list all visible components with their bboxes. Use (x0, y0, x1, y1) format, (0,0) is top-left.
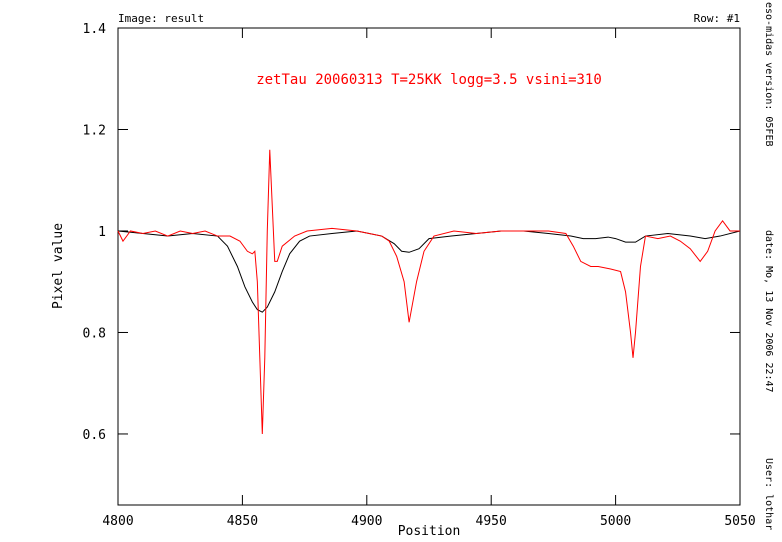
x-tick-label: 4900 (351, 514, 382, 529)
x-tick-label: 4950 (476, 514, 507, 529)
x-tick-label: 4800 (102, 514, 133, 529)
y-tick-label: 1.4 (83, 22, 107, 37)
chart-title: zetTau 20060313 T=25KK logg=3.5 vsini=31… (256, 72, 602, 88)
y-tick-label: 1.2 (83, 123, 106, 138)
side-text: date: Mo, 13 Nov 2006 22:47 (763, 230, 774, 393)
y-tick-label: 0.8 (83, 326, 106, 341)
data-line (117, 149, 740, 434)
side-text: eso-midas version: 05FEB (763, 2, 774, 147)
side-text: User: lothar (763, 458, 774, 530)
x-axis-label: Position (398, 524, 461, 539)
plot-frame (117, 27, 741, 506)
x-tick-label: 4850 (227, 514, 258, 529)
row-label: Row: #1 (694, 12, 740, 25)
y-tick-label: 1 (98, 225, 106, 240)
data-line (117, 230, 741, 313)
image-label: Image: result (118, 12, 204, 25)
x-tick-label: 5000 (600, 514, 631, 529)
y-axis-label: Pixel value (51, 223, 66, 309)
x-tick-label: 5050 (724, 514, 755, 529)
y-tick-label: 0.6 (83, 428, 106, 443)
